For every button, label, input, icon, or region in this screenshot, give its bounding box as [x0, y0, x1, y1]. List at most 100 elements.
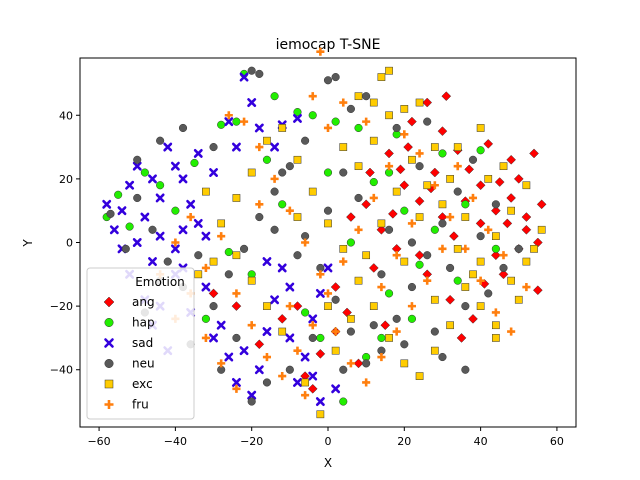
point-hap — [430, 225, 439, 234]
point-neu — [106, 209, 115, 218]
y-axis-ticks: −40 −20 0 20 40 — [50, 109, 80, 377]
point-sad — [201, 282, 211, 292]
point-sad — [323, 263, 333, 273]
point-exc — [202, 187, 210, 196]
point-sad — [231, 142, 241, 152]
point-neu — [163, 257, 172, 266]
point-ang — [414, 196, 425, 207]
point-sad — [117, 206, 127, 216]
legend-box — [86, 267, 195, 420]
point-neu — [247, 397, 256, 406]
point-fru — [316, 270, 325, 279]
point-neu — [362, 359, 371, 368]
point-fru — [308, 92, 317, 101]
point-exc — [446, 321, 454, 330]
point-ang — [365, 167, 375, 178]
point-fru — [339, 257, 348, 266]
legend-marker-sad — [104, 338, 114, 348]
point-sad — [193, 148, 203, 158]
point-sad — [170, 244, 180, 254]
point-exc — [461, 283, 470, 291]
point-fru — [293, 346, 302, 355]
point-ang — [521, 224, 532, 235]
point-hap — [156, 181, 165, 190]
point-ang — [307, 383, 318, 394]
point-fru — [217, 232, 226, 241]
y-tick-label: −40 — [50, 364, 73, 377]
point-neu — [476, 232, 485, 241]
point-sad — [300, 352, 310, 362]
point-exc — [400, 359, 409, 368]
point-fru — [362, 117, 371, 126]
point-sad — [193, 218, 203, 228]
point-neu — [446, 263, 455, 273]
point-exc — [209, 257, 218, 266]
point-sad — [216, 320, 226, 330]
point-fru — [407, 302, 416, 311]
point-fru — [453, 162, 462, 171]
point-ang — [506, 154, 516, 165]
point-hap — [453, 276, 462, 285]
points-layer — [102, 47, 547, 419]
point-ang — [399, 180, 410, 191]
point-sad — [163, 142, 173, 152]
point-hap — [125, 222, 134, 231]
x-tick-label: −60 — [87, 435, 110, 448]
point-sad — [247, 390, 257, 400]
y-tick-label: −20 — [50, 300, 73, 313]
point-neu — [323, 206, 333, 215]
point-exc — [484, 175, 493, 183]
y-axis-label: Y — [21, 239, 35, 248]
point-exc — [530, 245, 538, 253]
point-sad — [285, 333, 295, 343]
point-neu — [308, 333, 317, 343]
x-tick-label: −40 — [164, 435, 187, 448]
point-fru — [362, 378, 371, 387]
point-neu — [346, 104, 355, 113]
point-fru — [484, 225, 493, 234]
point-exc — [499, 162, 508, 171]
point-hap — [377, 333, 386, 343]
point-exc — [492, 232, 500, 240]
point-exc — [507, 276, 515, 285]
point-fru — [186, 213, 195, 222]
point-exc — [430, 143, 439, 151]
point-fru — [407, 219, 416, 228]
point-neu — [354, 193, 363, 203]
y-tick-label: 20 — [59, 173, 73, 186]
point-neu — [491, 200, 500, 209]
point-sad — [148, 257, 157, 267]
point-exc — [453, 245, 462, 253]
point-fru — [476, 276, 485, 285]
legend-label-fru: fru — [132, 398, 149, 412]
point-sad — [270, 295, 280, 305]
point-ang — [353, 358, 364, 369]
point-hap — [461, 200, 470, 209]
point-neu — [430, 327, 439, 336]
point-ang — [498, 269, 509, 280]
point-neu — [239, 244, 249, 253]
point-ang — [414, 250, 425, 261]
point-fru — [240, 117, 249, 126]
point-neu — [484, 289, 493, 298]
legend-items: ang hap sad neu exc fru — [103, 295, 155, 412]
point-fru — [369, 193, 378, 203]
point-exc — [354, 276, 363, 285]
point-exc — [324, 302, 332, 310]
point-neu — [194, 251, 203, 260]
point-hap — [346, 238, 355, 247]
x-tick-label: 40 — [474, 435, 488, 448]
point-fru — [415, 149, 424, 158]
point-exc — [293, 213, 302, 221]
point-sad — [224, 352, 234, 362]
point-neu — [247, 66, 256, 75]
point-sad — [331, 384, 341, 394]
point-ang — [277, 313, 288, 324]
point-ang — [521, 212, 532, 222]
point-sad — [140, 212, 150, 222]
point-hap — [354, 123, 363, 133]
point-hap — [217, 120, 226, 129]
point-exc — [385, 111, 393, 120]
point-ang — [407, 116, 417, 127]
point-fru — [377, 352, 386, 362]
